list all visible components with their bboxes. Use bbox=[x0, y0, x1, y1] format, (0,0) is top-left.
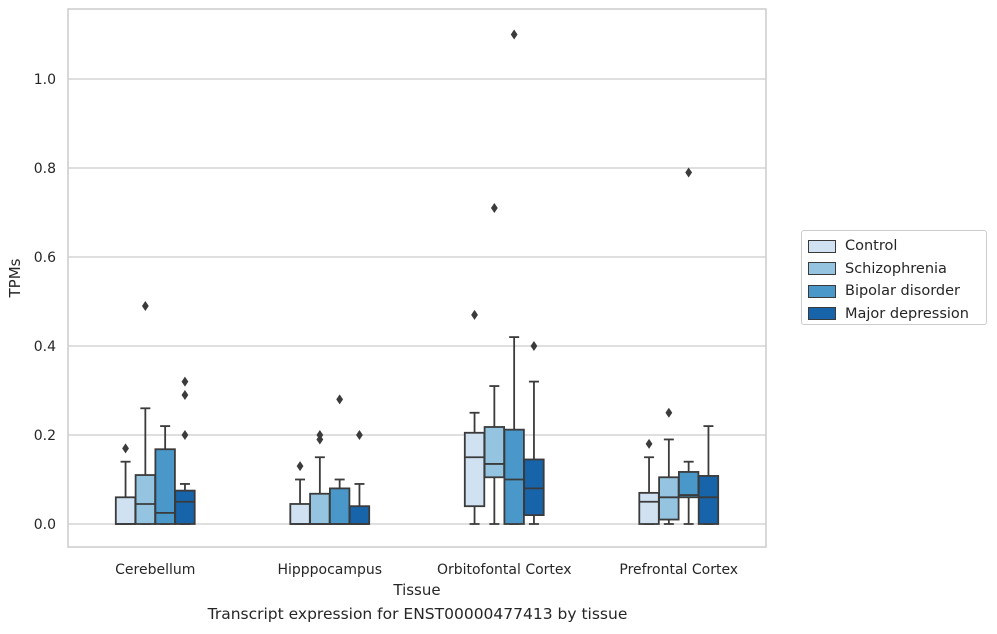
outlier-point bbox=[645, 438, 653, 449]
outlier-point bbox=[356, 430, 363, 440]
box-hipppocampus-schizophrenia bbox=[309, 430, 331, 525]
box-iqr bbox=[483, 426, 506, 479]
box-cerebellum-major-depression bbox=[174, 376, 196, 525]
box-cerebellum-bipolar-disorder bbox=[154, 425, 176, 525]
outlier-point bbox=[296, 461, 304, 472]
box-hipppocampus-control bbox=[289, 461, 311, 525]
x-axis-label: Tissue bbox=[392, 581, 440, 599]
y-axis-ticks: 0.0 0.2 0.4 0.6 0.8 1.0 bbox=[34, 72, 56, 533]
y-tick-label: 0.2 bbox=[34, 428, 56, 444]
y-tick-label: 0.4 bbox=[34, 339, 56, 355]
chart-caption: Transcript expression for ENST0000047741… bbox=[207, 605, 628, 623]
x-tick-label: Cerebellum bbox=[115, 562, 195, 578]
legend-swatch-control bbox=[808, 239, 836, 253]
outlier-point bbox=[181, 376, 189, 387]
box-prefrontal-cortex-control bbox=[638, 438, 660, 525]
box-orbitofontal-cortex-schizophrenia bbox=[483, 203, 506, 525]
outlier-point bbox=[510, 29, 518, 40]
box-hipppocampus-bipolar-disorder bbox=[328, 394, 351, 525]
y-tick-label: 1.0 bbox=[34, 72, 56, 88]
box-iqr bbox=[697, 475, 720, 525]
legend-label-major-depression: Major depression bbox=[845, 305, 969, 322]
y-tick-label: 0.6 bbox=[34, 250, 56, 266]
legend: Control Schizophrenia Bipolar disorder M… bbox=[801, 230, 987, 325]
boxes bbox=[114, 29, 720, 525]
box-iqr bbox=[134, 474, 157, 525]
y-tick-label: 0.8 bbox=[34, 161, 56, 177]
box-iqr bbox=[309, 492, 331, 525]
legend-label-control: Control bbox=[845, 238, 898, 255]
outlier-point bbox=[122, 443, 129, 454]
x-tick-label: Prefrontal Cortex bbox=[619, 562, 738, 578]
box-iqr bbox=[289, 503, 311, 525]
box-prefrontal-cortex-bipolar-disorder bbox=[678, 167, 700, 525]
legend-item-control: Control bbox=[808, 235, 980, 258]
outlier-point bbox=[685, 167, 693, 178]
box-iqr bbox=[114, 496, 137, 525]
box-orbitofontal-cortex-major-depression bbox=[523, 341, 545, 525]
plot-frame bbox=[67, 8, 767, 548]
box-hipppocampus-major-depression bbox=[348, 430, 371, 525]
outlier-point bbox=[141, 300, 149, 311]
outlier-point bbox=[530, 341, 538, 351]
y-tick-label: 0.0 bbox=[34, 517, 56, 533]
outlier-point bbox=[471, 309, 478, 320]
box-iqr bbox=[463, 431, 486, 508]
y-axis-label: TPMs bbox=[6, 258, 24, 298]
outlier-point bbox=[336, 394, 344, 405]
x-axis-ticks: Cerebellum Hipppocampus Orbitofontal Corte… bbox=[115, 562, 738, 578]
x-tick-label: Orbitofontal Cortex bbox=[437, 562, 572, 578]
legend-swatch-bipolar-disorder bbox=[808, 284, 836, 298]
legend-item-schizophrenia: Schizophrenia bbox=[808, 258, 980, 281]
box-orbitofontal-cortex-control bbox=[463, 309, 486, 525]
outlier-point bbox=[181, 430, 189, 440]
outlier-point bbox=[181, 389, 189, 400]
box-iqr bbox=[503, 428, 525, 525]
box-iqr bbox=[348, 505, 371, 525]
box-iqr bbox=[638, 491, 660, 525]
outlier-point bbox=[490, 203, 498, 214]
box-iqr bbox=[328, 487, 351, 525]
legend-swatch-schizophrenia bbox=[808, 262, 836, 276]
legend-item-major-depression: Major depression bbox=[808, 303, 980, 326]
box-prefrontal-cortex-schizophrenia bbox=[658, 407, 680, 525]
legend-label-schizophrenia: Schizophrenia bbox=[845, 260, 947, 277]
box-prefrontal-cortex-major-depression bbox=[697, 425, 720, 525]
box-cerebellum-control bbox=[114, 443, 137, 525]
legend-item-bipolar-disorder: Bipolar disorder bbox=[808, 280, 980, 303]
box-iqr bbox=[658, 476, 680, 521]
outlier-point bbox=[665, 407, 673, 418]
box-iqr bbox=[154, 448, 176, 525]
legend-label-bipolar-disorder: Bipolar disorder bbox=[845, 283, 960, 300]
box-orbitofontal-cortex-bipolar-disorder bbox=[503, 29, 525, 525]
box-cerebellum-schizophrenia bbox=[134, 300, 157, 525]
box-iqr bbox=[174, 489, 196, 525]
box-iqr bbox=[523, 458, 545, 517]
legend-swatch-major-depression bbox=[808, 307, 836, 321]
x-tick-label: Hipppocampus bbox=[277, 562, 382, 578]
box-iqr bbox=[678, 471, 700, 499]
outlier-point bbox=[316, 430, 324, 440]
